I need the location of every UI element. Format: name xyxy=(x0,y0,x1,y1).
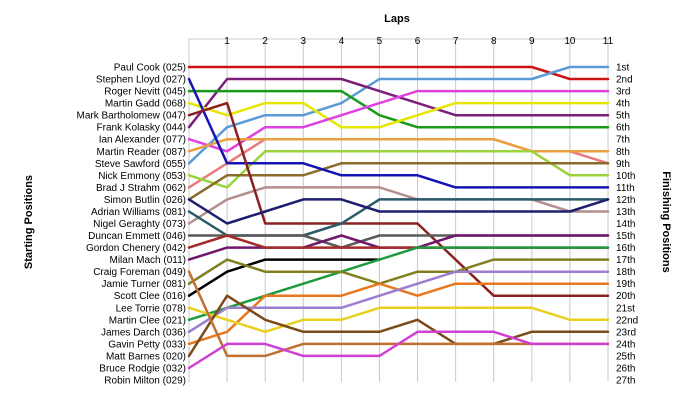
starting-position-label: Robin Milton (029) xyxy=(104,376,186,387)
starting-position-label: Nick Emmony (053) xyxy=(98,171,186,182)
starting-position-label: Gordon Chenery (042) xyxy=(86,243,186,254)
finishing-position-label: 21st xyxy=(616,303,635,314)
series-line-1 xyxy=(187,65,610,81)
starting-position-label: Steve Sawford (055) xyxy=(95,159,186,170)
series-line-23 xyxy=(187,270,610,334)
starting-position-label: Brad J Strahm (062) xyxy=(96,183,186,194)
x-tick-label: 3 xyxy=(300,36,306,47)
finishing-position-label: 4th xyxy=(616,99,630,110)
x-tick-label: 1 xyxy=(224,36,230,47)
x-tick-label: 10 xyxy=(564,36,576,47)
finishing-position-label: 9th xyxy=(616,159,630,170)
finishing-position-label: 12th xyxy=(616,195,635,206)
left-axis-title: Starting Positions xyxy=(23,175,35,269)
finishing-position-label: 22nd xyxy=(616,315,638,326)
finishing-position-label: 20th xyxy=(616,291,635,302)
x-tick-label: 7 xyxy=(453,36,459,47)
starting-position-label: Frank Kolasky (044) xyxy=(97,123,186,134)
series-line-19 xyxy=(187,258,381,297)
starting-position-label: Duncan Emmett (046) xyxy=(88,231,186,242)
starting-position-label: Martin Clee (021) xyxy=(109,315,186,326)
finishing-position-label: 13th xyxy=(616,207,635,218)
starting-position-label: Nigel Geraghty (073) xyxy=(93,219,186,230)
finishing-position-label: 23rd xyxy=(616,327,636,338)
starting-position-label: Mark Bartholomew (047) xyxy=(77,111,186,122)
finishing-position-label: 3rd xyxy=(616,87,630,98)
starting-position-labels: Paul Cook (025)Stephen Lloyd (027)Roger … xyxy=(77,63,186,387)
series-line-6 xyxy=(187,89,610,153)
starting-position-label: James Darch (036) xyxy=(101,327,186,338)
starting-position-label: Craig Foreman (049) xyxy=(93,267,186,278)
starting-position-label: Lee Torrie (078) xyxy=(116,303,186,314)
finishing-position-label: 1st xyxy=(616,63,630,74)
finishing-position-label: 16th xyxy=(616,243,635,254)
series-line-27 xyxy=(187,330,610,370)
series-line-5 xyxy=(187,101,610,129)
x-tick-label: 9 xyxy=(529,36,535,47)
finishing-position-label: 19th xyxy=(616,279,635,290)
x-tick-labels: 1 2 3 4 5 6 7 8 9 10 11 xyxy=(224,36,613,47)
finishing-position-label: 26th xyxy=(616,363,635,374)
finishing-position-label: 15th xyxy=(616,231,635,242)
x-tick-label: 4 xyxy=(339,36,345,47)
series-line-12 xyxy=(187,186,610,225)
series-line-18 xyxy=(187,234,610,249)
starting-position-label: Matt Barnes (020) xyxy=(106,351,186,362)
finishing-position-labels: 1st2nd3rd4th5th6th7th8th9th10th11th12th1… xyxy=(616,63,638,387)
finishing-position-label: 5th xyxy=(616,111,630,122)
starting-position-label: Simon Butlin (026) xyxy=(104,195,186,206)
series-line-15 xyxy=(187,198,610,225)
series-line-16 xyxy=(187,234,610,249)
starting-position-label: Adrian Williams (081) xyxy=(91,207,186,218)
series-line-22 xyxy=(187,282,610,346)
starting-position-label: Bruce Rodgie (032) xyxy=(99,363,186,374)
finishing-position-label: 8th xyxy=(616,147,630,158)
x-tick-label: 6 xyxy=(415,36,421,47)
finishing-position-label: 17th xyxy=(616,255,635,266)
starting-position-label: Stephen Lloyd (027) xyxy=(96,75,186,86)
series-line-10 xyxy=(187,162,610,201)
starting-position-label: Martin Reader (087) xyxy=(97,147,186,158)
chart-title: Laps xyxy=(384,13,410,25)
starting-position-label: Milan Mach (011) xyxy=(109,255,186,266)
finishing-position-label: 7th xyxy=(616,135,630,146)
series-line-13 xyxy=(187,101,610,297)
finishing-position-label: 24th xyxy=(616,339,635,350)
x-tick-label: 11 xyxy=(603,36,614,47)
finishing-position-label: 25th xyxy=(616,351,635,362)
series-line-2 xyxy=(187,65,610,165)
finishing-position-label: 27th xyxy=(616,376,635,387)
starting-position-label: Jamie Turner (081) xyxy=(102,279,186,290)
finishing-position-label: 14th xyxy=(616,219,635,230)
series-line-25 xyxy=(187,294,610,358)
x-tick-label: 8 xyxy=(491,36,497,47)
starting-position-label: Gavin Petty (033) xyxy=(108,339,186,350)
finishing-position-label: 2nd xyxy=(616,75,633,86)
starting-position-label: Ian Alexander (077) xyxy=(99,135,186,146)
finishing-position-label: 10th xyxy=(616,171,635,182)
finishing-position-label: 6th xyxy=(616,123,630,134)
starting-position-label: Paul Cook (025) xyxy=(114,63,186,74)
x-tick-label: 5 xyxy=(377,36,383,47)
right-axis-title: Finishing Positions xyxy=(660,171,672,272)
finishing-position-label: 18th xyxy=(616,267,635,278)
driver-position-lines xyxy=(187,65,610,370)
series-line-20 xyxy=(187,246,610,322)
x-tick-label: 2 xyxy=(262,36,268,47)
starting-position-label: Martin Gadd (068) xyxy=(105,99,186,110)
series-line-11 xyxy=(187,77,610,189)
series-line-8 xyxy=(187,137,610,153)
starting-position-label: Scott Clee (016) xyxy=(114,291,186,302)
series-line-21 xyxy=(187,258,610,285)
series-line-9 xyxy=(187,150,610,189)
finishing-position-label: 11th xyxy=(616,183,635,194)
starting-position-label: Roger Nevitt (045) xyxy=(104,87,186,98)
series-line-24 xyxy=(187,306,610,334)
